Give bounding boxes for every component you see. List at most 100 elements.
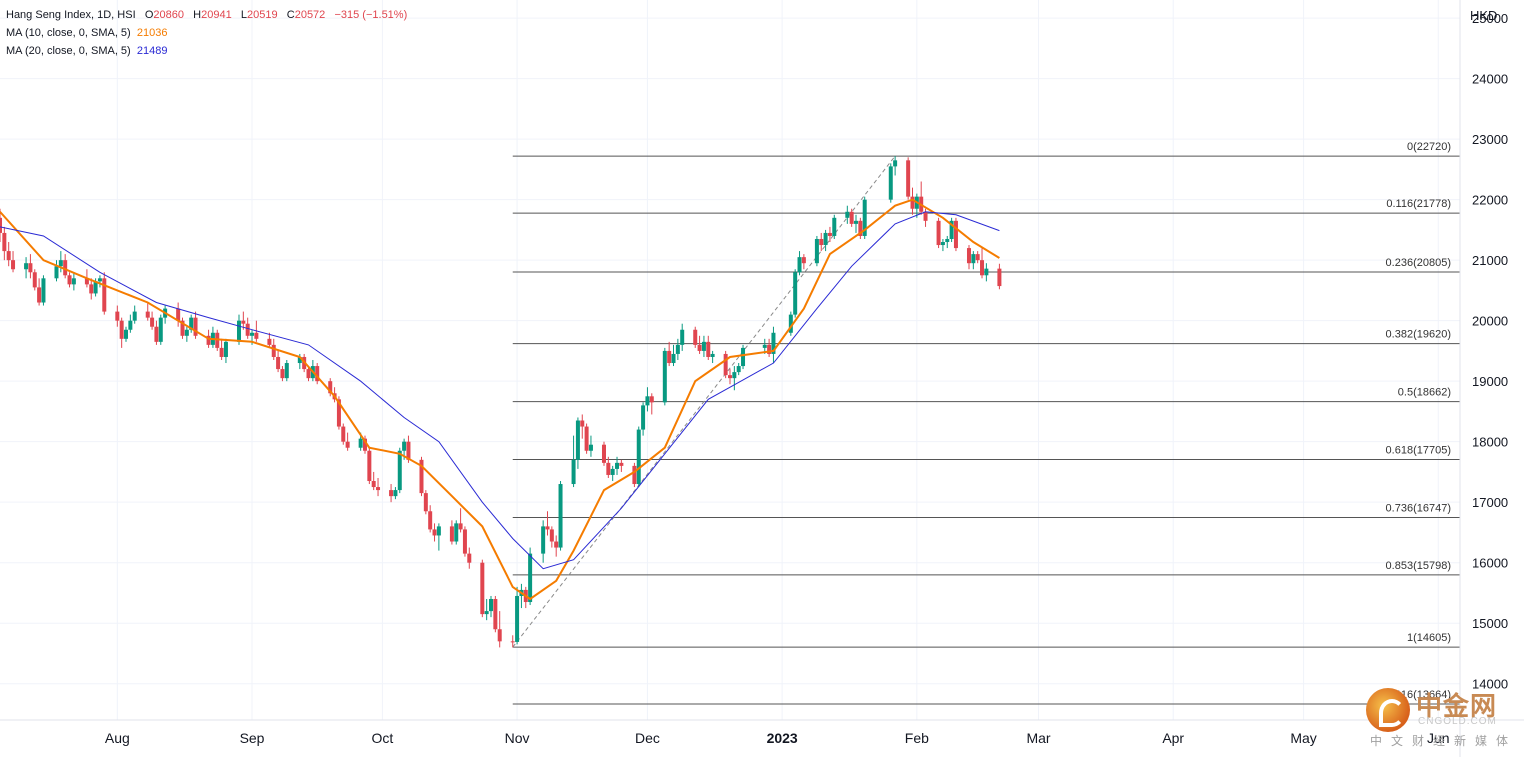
candle-body [953,220,958,249]
candle [436,523,441,551]
fib-trend-line [512,155,896,648]
candle-body [980,260,985,276]
candle-body [619,462,624,466]
candle [423,490,428,515]
candle [480,559,485,618]
candle [610,465,615,482]
candle-body [119,320,124,339]
candle-body [528,553,533,603]
candle-body [271,344,276,357]
y-tick-label: 17000 [1472,495,1508,510]
candle [827,226,832,243]
candle [945,235,950,249]
candle-body [93,281,98,294]
x-tick-label: Aug [105,730,130,746]
candle-body [58,260,63,267]
candle-body [132,311,137,321]
candle-body [393,490,398,497]
candle [150,311,155,330]
candle-body [128,320,133,330]
candle-body [154,326,159,342]
candle-body [888,166,893,200]
candle-body [728,375,732,379]
candle [89,278,94,300]
open-value: 20860 [153,9,184,21]
candle [953,217,958,252]
candle [966,245,971,270]
x-tick-label: Apr [1162,730,1184,746]
candle [219,338,224,360]
candle [63,254,68,279]
candle-body [250,332,255,336]
candle [545,511,550,536]
candle [584,423,589,454]
candle-body [975,254,980,261]
candle-body [358,438,363,448]
candle-body [667,350,672,364]
x-tick-label: Dec [635,730,660,746]
candle [741,344,746,370]
candle-body [588,444,593,451]
candle [54,260,59,282]
candle-body [84,278,89,285]
candle-body [849,211,854,224]
candle [284,360,289,382]
candle [389,484,394,503]
y-tick-label: 21000 [1472,253,1508,268]
y-tick-label: 20000 [1472,314,1508,329]
candle [728,369,732,385]
high-label: H [193,9,202,21]
candle [549,526,554,548]
candle-body [636,429,641,485]
candle [575,417,580,469]
candle [849,208,854,227]
candle-body [24,263,29,270]
symbol-title: Hang Seng Index, 1D, HSI [6,9,136,21]
fib-level-label: 0.618(17705) [1386,445,1451,457]
change-value: −315 (−1.51%) [334,9,408,21]
candle [345,432,350,451]
candle-body [2,232,7,252]
candle-body [306,369,311,379]
candle-body [697,344,702,351]
candle [67,272,72,288]
candle-body [693,329,698,345]
price-candles[interactable] [0,156,1002,648]
candle [601,441,606,466]
candle [662,347,667,406]
candle-body [115,311,120,321]
candle-body [854,220,859,224]
candle-body [858,220,863,236]
candle [693,326,698,348]
candle-body [940,242,945,246]
candle [919,181,924,215]
candle-body [206,335,211,345]
candle [971,251,976,270]
candle-body [328,381,333,394]
candle-body [545,526,550,530]
candle [710,350,715,364]
candle-body [515,595,520,642]
candle [615,456,620,475]
candle-body [601,444,606,463]
candle-body [423,493,428,512]
candle-body [615,462,620,469]
ma20-row[interactable]: MA (20, close, 0, SMA, 5) 21489 [6,42,407,60]
currency-label: HKD [1470,8,1497,23]
candle [732,366,737,391]
candle-body [558,484,563,548]
candle-body [936,220,941,246]
ma10-row[interactable]: MA (10, close, 0, SMA, 5) 21036 [6,24,407,42]
candle [371,471,376,491]
candle-body [462,529,467,554]
low-value: 20519 [246,9,278,21]
candle [71,272,76,291]
candle-body [432,529,437,536]
candle-body [823,232,828,246]
candle [528,547,533,606]
candle [41,275,46,306]
candle-body [467,553,472,563]
y-tick-label: 22000 [1472,193,1508,208]
